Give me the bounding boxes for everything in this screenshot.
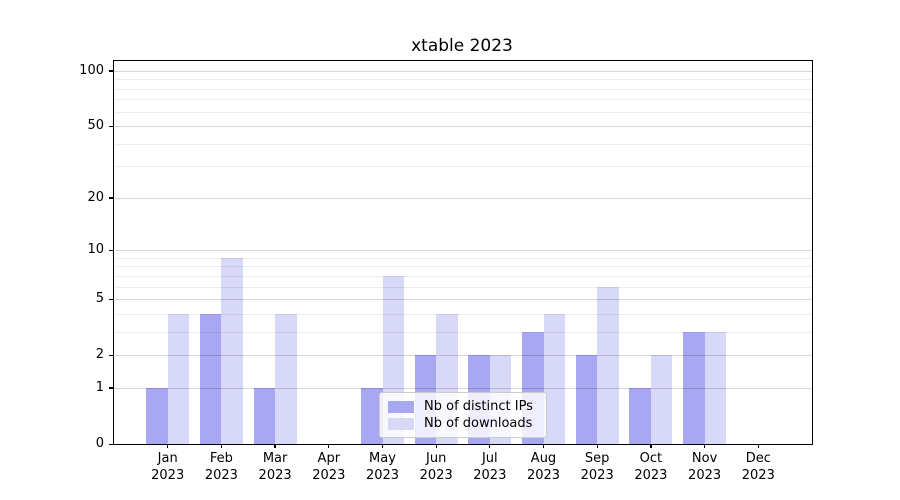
legend-swatch-distinct-ips bbox=[388, 400, 414, 413]
bar-downloads-jan bbox=[167, 313, 190, 444]
x-tick-label-sep: Sep 2023 bbox=[580, 451, 614, 483]
y-tick-mark-10 bbox=[109, 249, 113, 251]
x-tick-mark-may bbox=[381, 444, 384, 448]
x-tick-label-jan: Jan 2023 bbox=[151, 451, 185, 483]
y-tick-mark-100 bbox=[109, 70, 113, 72]
x-tick-mark-jun bbox=[435, 444, 437, 448]
x-tick-mark-nov bbox=[703, 444, 706, 448]
x-tick-mark-dec bbox=[757, 444, 759, 448]
legend-swatch-downloads bbox=[388, 417, 414, 430]
bar-distinct-ips-feb bbox=[199, 313, 222, 444]
x-tick-mark-jul bbox=[489, 444, 491, 448]
x-tick-mark-feb bbox=[220, 444, 223, 448]
legend-label-distinct-ips: Nb of distinct IPs bbox=[424, 399, 533, 414]
x-tick-mark-apr bbox=[328, 444, 330, 448]
bar-downloads-mar bbox=[275, 313, 297, 444]
chart-title: xtable 2023 bbox=[411, 36, 513, 56]
x-tick-label-dec: Dec 2023 bbox=[741, 451, 775, 483]
x-tick-label-feb: Feb 2023 bbox=[204, 451, 238, 483]
x-tick-label-oct: Oct 2023 bbox=[634, 451, 668, 483]
x-tick-mark-oct bbox=[650, 444, 652, 448]
bar-distinct-ips-may bbox=[361, 387, 383, 444]
bar-distinct-ips-jan bbox=[146, 387, 168, 444]
legend-row-distinct-ips: Nb of distinct IPs bbox=[388, 398, 538, 415]
y-tick-label-0: 0 bbox=[95, 436, 104, 451]
x-tick-label-jun: Jun 2023 bbox=[419, 451, 453, 483]
y-tick-mark-1 bbox=[109, 387, 113, 389]
plot-area: 0 1 2 5 10 20 50 100 Jan 2023 Feb 2023 Mar 2023 Apr… bbox=[79, 60, 813, 483]
y-tick-label-10: 10 bbox=[87, 242, 104, 257]
bar-downloads-sep bbox=[597, 286, 619, 444]
x-tick-label-may: May 2023 bbox=[365, 451, 400, 483]
legend-label-downloads: Nb of downloads bbox=[424, 416, 533, 431]
x-tick-mark-sep bbox=[596, 444, 598, 448]
bar-downloads-nov bbox=[704, 331, 727, 444]
bar-distinct-ips-oct bbox=[629, 387, 651, 444]
y-tick-mark-0 bbox=[109, 443, 113, 445]
bar-downloads-feb bbox=[221, 257, 243, 444]
x-tick-label-jul: Jul 2023 bbox=[473, 451, 507, 483]
bar-distinct-ips-sep bbox=[575, 355, 598, 444]
x-tick-label-aug: Aug 2023 bbox=[526, 451, 561, 483]
x-tick-label-mar: Mar 2023 bbox=[258, 451, 292, 483]
y-tick-label-100: 100 bbox=[79, 62, 104, 78]
legend: Nb of distinct IPs Nb of downloads bbox=[379, 392, 547, 438]
bar-downloads-aug bbox=[543, 313, 565, 444]
bar-distinct-ips-mar bbox=[253, 387, 276, 444]
y-tick-label-2: 2 bbox=[95, 347, 104, 363]
bar-downloads-oct bbox=[650, 355, 673, 444]
bar-distinct-ips-nov bbox=[683, 331, 705, 444]
legend-row-downloads: Nb of downloads bbox=[388, 415, 538, 432]
x-tick-label-nov: Nov 2023 bbox=[688, 451, 722, 483]
bars-layer bbox=[114, 61, 812, 444]
y-tick-label-1: 1 bbox=[95, 379, 104, 395]
x-tick-mark-aug bbox=[542, 444, 545, 448]
y-tick-mark-50 bbox=[109, 125, 113, 127]
y-tick-label-20: 20 bbox=[87, 189, 104, 205]
y-tick-label-50: 50 bbox=[87, 118, 104, 133]
ticks-layer: 0 1 2 5 10 20 50 100 Jan 2023 Feb 2023 Mar 2023 Apr… bbox=[79, 61, 812, 483]
x-tick-mark-jan bbox=[167, 444, 169, 448]
y-tick-mark-20 bbox=[109, 197, 113, 199]
x-tick-mark-mar bbox=[274, 444, 276, 448]
y-tick-mark-5 bbox=[109, 298, 113, 300]
y-tick-mark-2 bbox=[109, 354, 113, 356]
y-tick-label-5: 5 bbox=[95, 291, 104, 307]
x-tick-label-apr: Apr 2023 bbox=[312, 451, 346, 483]
